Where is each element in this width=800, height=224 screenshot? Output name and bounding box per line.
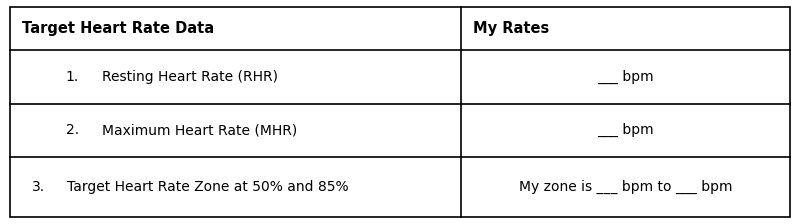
Text: My zone is ___ bpm to ___ bpm: My zone is ___ bpm to ___ bpm [519,180,733,194]
Text: 3.: 3. [32,180,45,194]
Text: Maximum Heart Rate (MHR): Maximum Heart Rate (MHR) [102,123,297,137]
Text: 1.: 1. [66,70,79,84]
Text: ___ bpm: ___ bpm [598,70,654,84]
Text: Target Heart Rate Data: Target Heart Rate Data [22,21,214,36]
Text: Resting Heart Rate (RHR): Resting Heart Rate (RHR) [102,70,278,84]
Text: ___ bpm: ___ bpm [598,123,654,138]
Text: 2.: 2. [66,123,78,137]
Text: Target Heart Rate Zone at 50% and 85%: Target Heart Rate Zone at 50% and 85% [67,180,349,194]
Text: My Rates: My Rates [473,21,549,36]
